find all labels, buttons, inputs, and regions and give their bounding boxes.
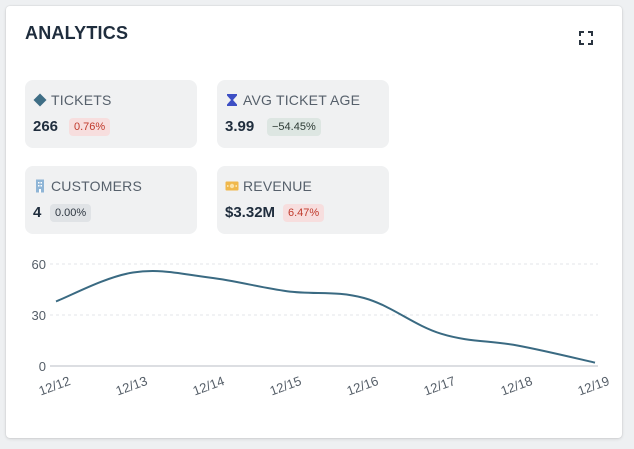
metric-label: TICKETS xyxy=(51,92,112,108)
metric-avg-ticket-age[interactable]: AVG TICKET AGE 3.99 −54.45% xyxy=(217,80,389,148)
change-badge: 6.47% xyxy=(283,204,325,222)
building-icon xyxy=(36,179,44,193)
x-tick-label: 12/16 xyxy=(345,373,381,398)
diamond-icon xyxy=(33,93,47,107)
metric-customers[interactable]: CUSTOMERS 4 0.00% xyxy=(25,166,197,234)
x-tick-label: 12/19 xyxy=(576,373,612,398)
x-tick-label: 12/12 xyxy=(37,373,73,398)
expand-button[interactable] xyxy=(578,30,594,46)
metric-value: $3.32M xyxy=(225,204,276,221)
change-badge: 0.76% xyxy=(69,118,111,136)
y-tick-label: 60 xyxy=(32,257,46,272)
x-tick-label: 12/14 xyxy=(191,373,227,398)
metric-value: 4 xyxy=(33,204,42,221)
y-tick-label: 0 xyxy=(39,359,46,374)
hourglass-icon xyxy=(227,94,237,106)
change-badge: 0.00% xyxy=(50,204,92,222)
metric-label: REVENUE xyxy=(243,178,313,194)
money-icon xyxy=(225,181,239,191)
metric-revenue[interactable]: REVENUE $3.32M 6.47% xyxy=(217,166,389,234)
metric-label: AVG TICKET AGE xyxy=(243,92,361,108)
analytics-card: ANALYTICS TICKETS 266 0.76% AVG TICKET A… xyxy=(6,6,622,438)
metric-label: CUSTOMERS xyxy=(51,178,142,194)
y-tick-label: 30 xyxy=(32,308,46,323)
metric-value: 3.99 xyxy=(225,118,255,135)
metric-tickets[interactable]: TICKETS 266 0.76% xyxy=(25,80,197,148)
page-title: ANALYTICS xyxy=(25,23,129,43)
trend-line-chart: 0 30 60 12/12 12/13 12/14 12/15 12/16 12/17 12/1… xyxy=(32,257,612,398)
change-badge: −54.45% xyxy=(267,118,321,136)
x-tick-label: 12/17 xyxy=(422,373,458,398)
x-tick-label: 12/15 xyxy=(268,373,304,398)
metric-value: 266 xyxy=(33,118,59,135)
x-tick-label: 12/18 xyxy=(499,373,535,398)
expand-icon xyxy=(579,31,593,45)
x-tick-label: 12/13 xyxy=(114,373,150,398)
series-line xyxy=(55,270,596,364)
